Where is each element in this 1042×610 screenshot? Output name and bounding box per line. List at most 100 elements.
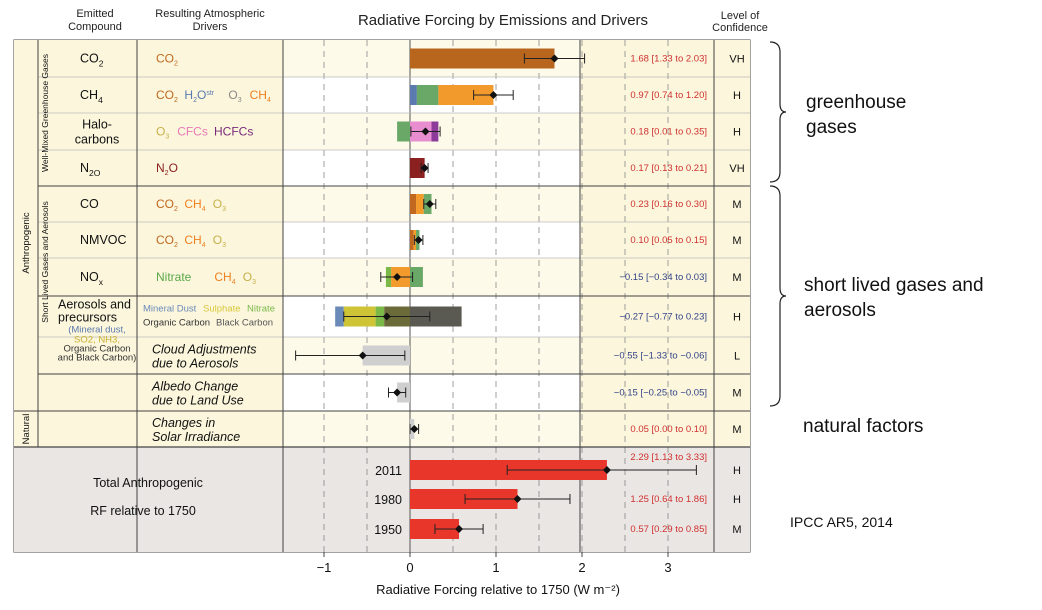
driver-label: CO2 [156, 52, 178, 68]
compound-label: NMVOC [80, 233, 127, 247]
confidence-label: H [733, 312, 741, 324]
best-estimate-marker [393, 388, 402, 397]
x-tick-label: 2 [578, 560, 585, 575]
value-label: 0.10 [0.05 to 0.15] [630, 235, 707, 246]
compound-label: N2O [80, 161, 101, 178]
forcing-bar-segment [410, 48, 555, 69]
compound-sublabel: Organic Carbon [63, 344, 130, 355]
driver-label: Nitrate [247, 304, 275, 315]
x-tick-label: −1 [317, 560, 332, 575]
confidence-label: VH [729, 54, 744, 66]
totals-year: 1980 [374, 493, 402, 507]
confidence-label: M [732, 199, 741, 211]
compound-label: due to Land Use [152, 394, 244, 408]
best-estimate-marker [358, 351, 367, 360]
category-natural: Natural [21, 414, 32, 445]
header-emitted: Emitted [76, 8, 113, 20]
compound-label: Solar Irradiance [152, 430, 240, 444]
compound-sublabel: (Mineral dust, [68, 325, 126, 336]
forcing-bar-segment [397, 121, 410, 142]
driver-label: O3 [243, 270, 256, 286]
confidence-label: H [733, 127, 741, 139]
value-label: 0.23 [0.16 to 0.30] [630, 199, 707, 210]
totals-label: RF relative to 1750 [90, 504, 196, 518]
driver-label: CFCs [177, 125, 208, 139]
totals-value-label: 2.29 [1.13 to 3.33] [630, 452, 707, 463]
driver-label: Black Carbon [216, 318, 273, 329]
best-estimate-marker [410, 425, 419, 433]
compound-label: Albedo Change [151, 380, 238, 394]
compound-sublabel: and Black Carbon) [58, 353, 137, 364]
totals-confidence-label: H [733, 465, 741, 477]
annotation-short-lived: short lived gases and aerosols [804, 275, 984, 321]
best-estimate-marker [414, 236, 423, 244]
plot-row-band [283, 258, 580, 296]
totals-label: Total Anthropogenic [93, 476, 203, 490]
driver-label: Mineral Dust [143, 304, 197, 315]
category-slgsa: Short Lived Gases and Aerosols [40, 201, 50, 322]
driver-label: Nitrate [156, 270, 192, 284]
category-column-bg [14, 40, 38, 447]
forcing-bar-segment [416, 85, 439, 105]
compound-label: Changes in [152, 416, 215, 430]
compound-label: carbons [75, 133, 119, 147]
confidence-label: M [732, 424, 741, 436]
best-estimate-marker [602, 466, 611, 474]
source-citation: IPCC AR5, 2014 [790, 514, 893, 530]
confidence-label: VH [729, 163, 744, 175]
compound-sublabel: SO2, NH3, [74, 335, 120, 346]
compound-label: CO2 [80, 52, 104, 69]
best-estimate-marker [421, 127, 430, 136]
totals-value-label: 1.25 [0.64 to 1.86] [630, 494, 707, 505]
value-label: −0.15 [−0.25 to −0.05] [614, 388, 707, 399]
value-label: −0.15 [−0.34 to 0.03] [619, 272, 707, 283]
driver-label: O3 [213, 197, 226, 213]
best-estimate-marker [393, 273, 402, 281]
x-tick-label: 1 [492, 560, 499, 575]
driver-label: CO2 [156, 197, 178, 213]
forcing-bar-segment [410, 230, 414, 250]
driver-label: HCFCs [214, 125, 253, 139]
best-estimate-marker [382, 312, 391, 321]
compound-column-bg [38, 40, 137, 447]
totals-bar [410, 489, 518, 509]
compound-label: Cloud Adjustments [152, 343, 256, 357]
driver-label: CH4 [184, 233, 205, 249]
value-label: −0.27 [−0.77 to 0.23] [619, 312, 707, 323]
driver-label: O3 [213, 233, 226, 249]
plot-row-band [283, 411, 580, 447]
value-label: 0.05 [0.00 to 0.10] [630, 424, 707, 435]
header-drivers: Drivers [193, 21, 228, 33]
brace-short-lived [769, 185, 787, 407]
chart-title: Radiative Forcing by Emissions and Drive… [358, 12, 648, 29]
compound-label: NOx [80, 270, 104, 287]
confidence-label: H [733, 90, 741, 102]
header-emitted: Compound [68, 21, 122, 33]
value-label: −0.55 [−1.33 to −0.06] [614, 351, 707, 362]
driver-label: N2O [156, 161, 178, 177]
totals-value-label: 0.57 [0.29 to 0.85] [630, 524, 707, 535]
header-confidence: Confidence [712, 22, 768, 34]
compound-label: CO [80, 197, 99, 211]
best-estimate-marker [489, 91, 498, 99]
brace-greenhouse [769, 41, 787, 183]
confidence-label: M [732, 272, 741, 284]
forcing-bar-segment [335, 306, 344, 327]
forcing-bar-segment [410, 267, 423, 287]
best-estimate-marker [425, 200, 434, 208]
driver-label: Sulphate [203, 304, 241, 315]
x-axis-label: Radiative Forcing relative to 1750 (W m⁻… [376, 582, 620, 597]
best-estimate-marker [455, 525, 464, 533]
value-column-bg [580, 40, 750, 447]
value-label: 0.97 [0.74 to 1.20] [630, 90, 707, 101]
best-estimate-marker [513, 495, 522, 503]
driver-label: O3 [228, 88, 241, 104]
category-wmghg: Well-Mixed Greenhouse Gases [40, 54, 50, 172]
value-label: 0.17 [0.13 to 0.21] [630, 163, 707, 174]
forcing-bar-segment [410, 306, 462, 327]
totals-confidence-label: M [732, 524, 741, 536]
driver-label: CO2 [156, 233, 178, 249]
driver-label: Organic Carbon [143, 318, 210, 329]
driver-label: O3 [156, 125, 169, 141]
annotation-natural: natural factors [803, 416, 924, 437]
